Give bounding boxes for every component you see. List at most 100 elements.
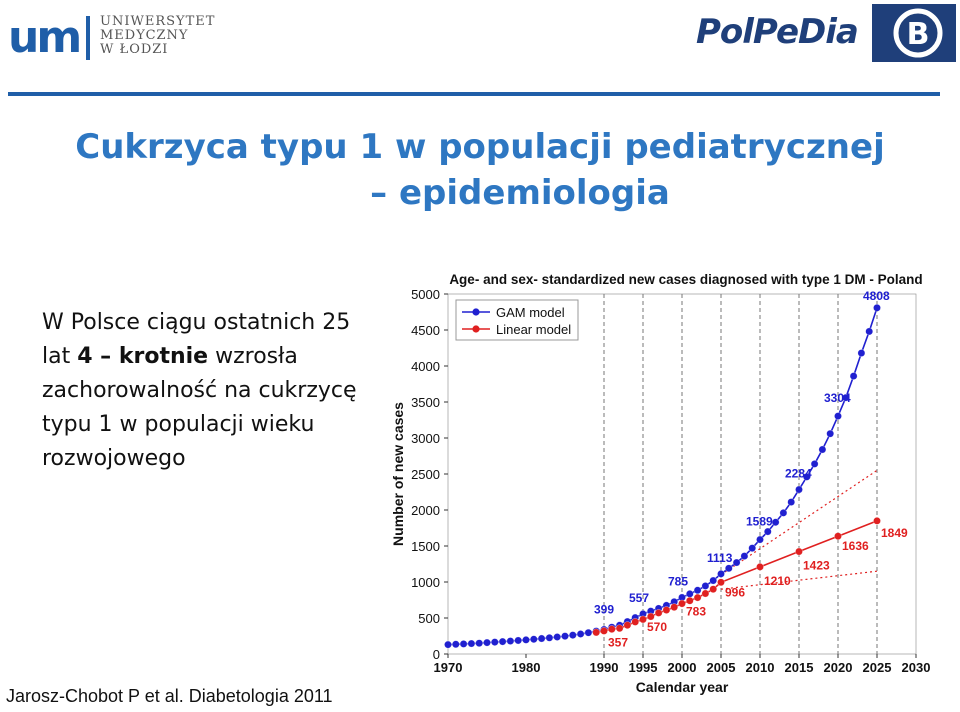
gam-model-point: [717, 570, 725, 578]
incidence-chart: Age- and sex- standardized new cases dia…: [390, 272, 931, 695]
y-tick-label: 5000: [411, 287, 440, 302]
y-axis-label: Number of new cases: [390, 402, 406, 546]
linear-model-point: [693, 593, 702, 602]
slide-body-text: W Polsce ciągu ostatnich 25 lat 4 – krot…: [42, 306, 372, 476]
gam-model-point: [475, 639, 483, 647]
body-text-rest: wzrosła zachorowalność na cukrzycę typu …: [42, 344, 357, 471]
x-axis-label: Calendar year: [636, 679, 729, 695]
slide-title-line2: – epidemiologia: [370, 173, 670, 213]
gam-model-point: [725, 564, 733, 573]
x-tick-label: 2015: [785, 660, 814, 675]
gam-model-point: [514, 636, 522, 645]
legend-box: [455, 299, 579, 341]
linear-model-point: [834, 532, 842, 540]
y-tick-label: 0: [433, 647, 440, 662]
gam-value-label: 1113: [707, 551, 733, 565]
body-text-emphasis: 4 – krotnie: [77, 344, 209, 369]
linear-value-label: 1210: [764, 574, 791, 588]
university-name: UNIWERSYTET MEDYCZNY W ŁODZI: [100, 14, 216, 57]
linear-value-label: 1849: [881, 526, 908, 540]
linear-value-label: 357: [608, 635, 628, 649]
gam-model-point: [452, 640, 460, 649]
gam-model-point: [576, 630, 585, 638]
linear-model-point: [756, 563, 764, 571]
gam-model-point: [873, 304, 881, 312]
polpedia-wordmark: PolPeDia: [696, 12, 859, 52]
linear-model-point: [639, 615, 647, 624]
linear-model-point: [623, 621, 632, 629]
gam-model-point: [865, 327, 873, 336]
gam-value-label: 785: [668, 574, 688, 588]
y-tick-label: 1000: [411, 575, 440, 590]
linear-model-point: [654, 609, 663, 617]
gam-model-point: [826, 429, 834, 438]
y-tick-label: 4000: [411, 359, 440, 374]
university-logo: um UNIWERSYTET MEDYCZNY W ŁODZI: [8, 12, 214, 64]
slide-title: Cukrzyca typu 1 w populacji pediatryczne…: [40, 124, 920, 216]
gam-model-point: [693, 586, 702, 595]
gam-model-point: [756, 535, 764, 544]
gam-model-point: [771, 518, 780, 526]
gam-model-point: [506, 637, 515, 645]
linear-model-point: [608, 625, 616, 633]
gam-model-point: [545, 634, 554, 642]
linear-model-point: [615, 624, 624, 633]
linear-model-point: [600, 627, 608, 635]
legend-label-gam: GAM model: [496, 305, 565, 320]
linear-model-point: [631, 618, 639, 626]
gam-model-point: [732, 558, 741, 567]
gam-value-label: 557: [629, 591, 649, 605]
gam-model-point: [779, 509, 788, 517]
x-tick-label: 2000: [668, 660, 697, 675]
y-tick-label: 2500: [411, 467, 440, 482]
linear-model-point: [592, 628, 600, 637]
linear-model-point: [873, 517, 881, 525]
gam-value-label: 2284: [785, 467, 812, 481]
legend-marker: [472, 308, 480, 316]
linear-model-point: [709, 585, 717, 593]
body-text-intro: W Polsce ciągu ostatnich 25 lat: [42, 310, 351, 369]
chart-title: Age- and sex- standardized new cases dia…: [449, 272, 922, 287]
gam-value-label: 1589: [746, 515, 773, 529]
gam-model-point: [709, 576, 717, 585]
x-tick-label: 2010: [746, 660, 775, 675]
gam-model-point: [498, 637, 507, 646]
linear-model-point: [701, 589, 710, 598]
gam-model-point: [522, 636, 530, 644]
gam-model-point: [803, 473, 811, 481]
x-tick-label: 2030: [902, 660, 931, 675]
x-tick-label: 2025: [863, 660, 892, 675]
slide-title-line1: Cukrzyca typu 1 w populacji pediatryczne…: [75, 127, 885, 167]
linear-model-point: [686, 596, 694, 605]
gam-model-point: [795, 485, 803, 494]
gam-value-label: 399: [594, 602, 614, 616]
gam-model-point: [483, 638, 491, 647]
linear-model-point: [662, 606, 671, 614]
gam-model-point: [787, 498, 795, 506]
university-mark: um: [8, 12, 82, 63]
y-tick-label: 3000: [411, 431, 440, 446]
gam-model-point: [537, 634, 546, 643]
gam-model-point: [764, 527, 772, 536]
x-tick-label: 1970: [434, 660, 463, 675]
y-tick-label: 3500: [411, 395, 440, 410]
gam-model-point: [553, 633, 561, 641]
x-tick-label: 2005: [707, 660, 736, 675]
y-tick-label: 500: [418, 611, 440, 626]
university-logo-divider: [86, 16, 90, 60]
legend-marker: [472, 325, 480, 333]
gam-model-point: [842, 393, 850, 402]
polpedia-emblem-icon: B: [872, 4, 956, 62]
gam-model-point: [467, 639, 476, 648]
linear-model-point: [717, 578, 725, 587]
gam-model-point: [818, 445, 827, 454]
linear-lower-band: [720, 570, 878, 590]
gam-model-point: [857, 349, 866, 357]
x-tick-label: 1995: [629, 660, 658, 675]
linear-model-point: [795, 547, 803, 556]
gam-model-point: [748, 544, 756, 552]
linear-value-label: 1423: [803, 559, 830, 573]
linear-model-point: [678, 599, 686, 608]
linear-model-point: [647, 612, 655, 621]
gam-model-point: [834, 412, 842, 420]
